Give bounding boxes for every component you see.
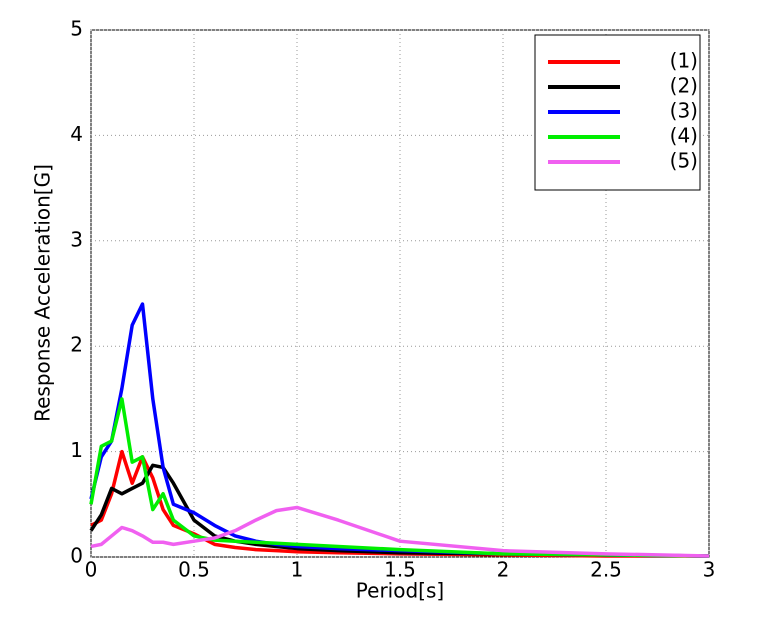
- x-tick-label: 2: [497, 558, 510, 582]
- legend-label: (5): [670, 149, 698, 173]
- series-line: [90, 505, 710, 558]
- y-tick-label: 2: [70, 333, 83, 357]
- legend-label: (4): [670, 124, 698, 148]
- y-tick-label: 1: [70, 438, 83, 462]
- legend-label: (2): [670, 74, 698, 98]
- y-tick-label: 4: [70, 122, 83, 146]
- y-axis-label: Response Acceleration[G]: [31, 164, 55, 422]
- y-tick-label: 0: [70, 544, 83, 568]
- x-axis-label: Period[s]: [356, 579, 444, 603]
- x-tick-label: 1: [291, 558, 304, 582]
- x-tick-label: 1.5: [384, 558, 416, 582]
- legend-label: (1): [670, 49, 698, 73]
- x-tick-label: 0.5: [178, 558, 210, 582]
- y-tick-label: 3: [70, 227, 83, 251]
- x-tick-label: 3: [703, 558, 716, 582]
- series-line: [89, 463, 710, 558]
- x-tick-label: 2.5: [590, 558, 622, 582]
- legend-label: (3): [670, 99, 698, 123]
- y-tick-label: 5: [70, 17, 83, 41]
- x-tick-label: 0: [85, 558, 98, 582]
